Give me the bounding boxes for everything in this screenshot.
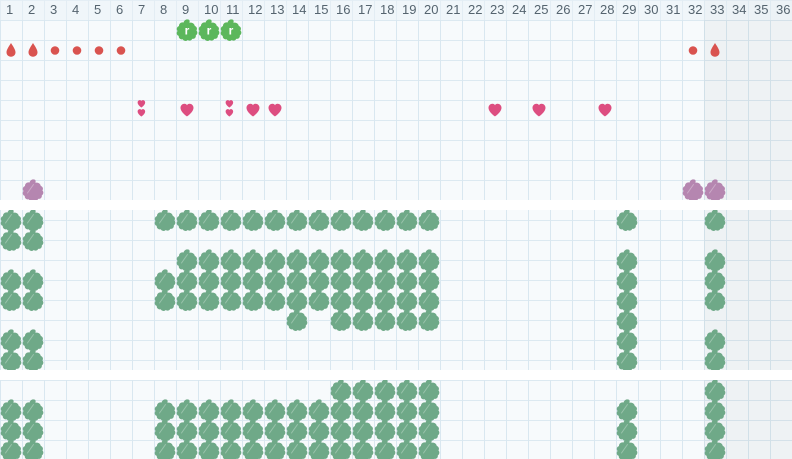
svg-text:r: r [185,24,190,38]
svg-text:r: r [229,24,234,38]
svg-text:r: r [207,24,212,38]
